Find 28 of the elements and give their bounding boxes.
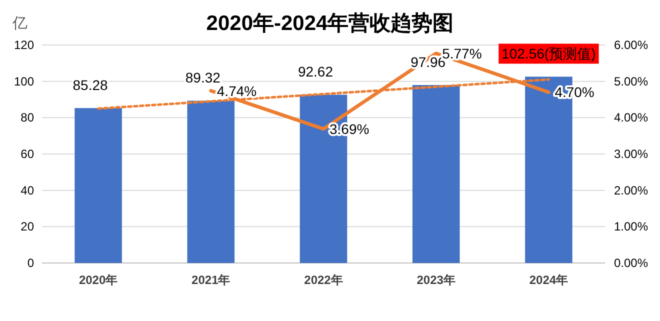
y2-tick-label: 2.00% (614, 183, 648, 198)
y-tick-label: 0 (27, 256, 34, 270)
bar (187, 100, 235, 263)
y-tick-label: 120 (14, 38, 34, 52)
x-tick-label: 2022年 (304, 273, 343, 287)
y-tick-label: 40 (20, 183, 34, 198)
y2-tick-label: 3.00% (614, 147, 648, 161)
y2-tick-label: 4.00% (614, 110, 648, 125)
y-axis-title: 亿 (12, 15, 28, 32)
y-tick-label: 100 (14, 74, 34, 88)
x-tick-label: 2021年 (192, 273, 230, 287)
chart-title: 2020年-2024年营收趋势图 (206, 12, 454, 35)
annotation: 102.56(预测值) (502, 46, 596, 62)
data-label: 92.62 (298, 64, 334, 80)
y-tick-label: 60 (20, 147, 34, 161)
x-tick-label: 2023年 (416, 273, 456, 287)
y-tick-label: 20 (20, 220, 34, 234)
y2-tick-label: 5.00% (614, 74, 648, 88)
y-tick-label: 80 (20, 110, 34, 125)
data-label: 5.77% (442, 45, 482, 62)
y2-tick-label: 6.00% (614, 38, 648, 52)
x-tick-label: 2024年 (529, 273, 568, 287)
x-tick-label: 2020年 (78, 273, 118, 287)
y2-tick-label: 1.00% (614, 220, 648, 234)
bar (74, 108, 122, 263)
y2-tick-label: 0.00% (614, 256, 648, 270)
data-label: 85.28 (72, 77, 108, 94)
bar (412, 85, 460, 263)
